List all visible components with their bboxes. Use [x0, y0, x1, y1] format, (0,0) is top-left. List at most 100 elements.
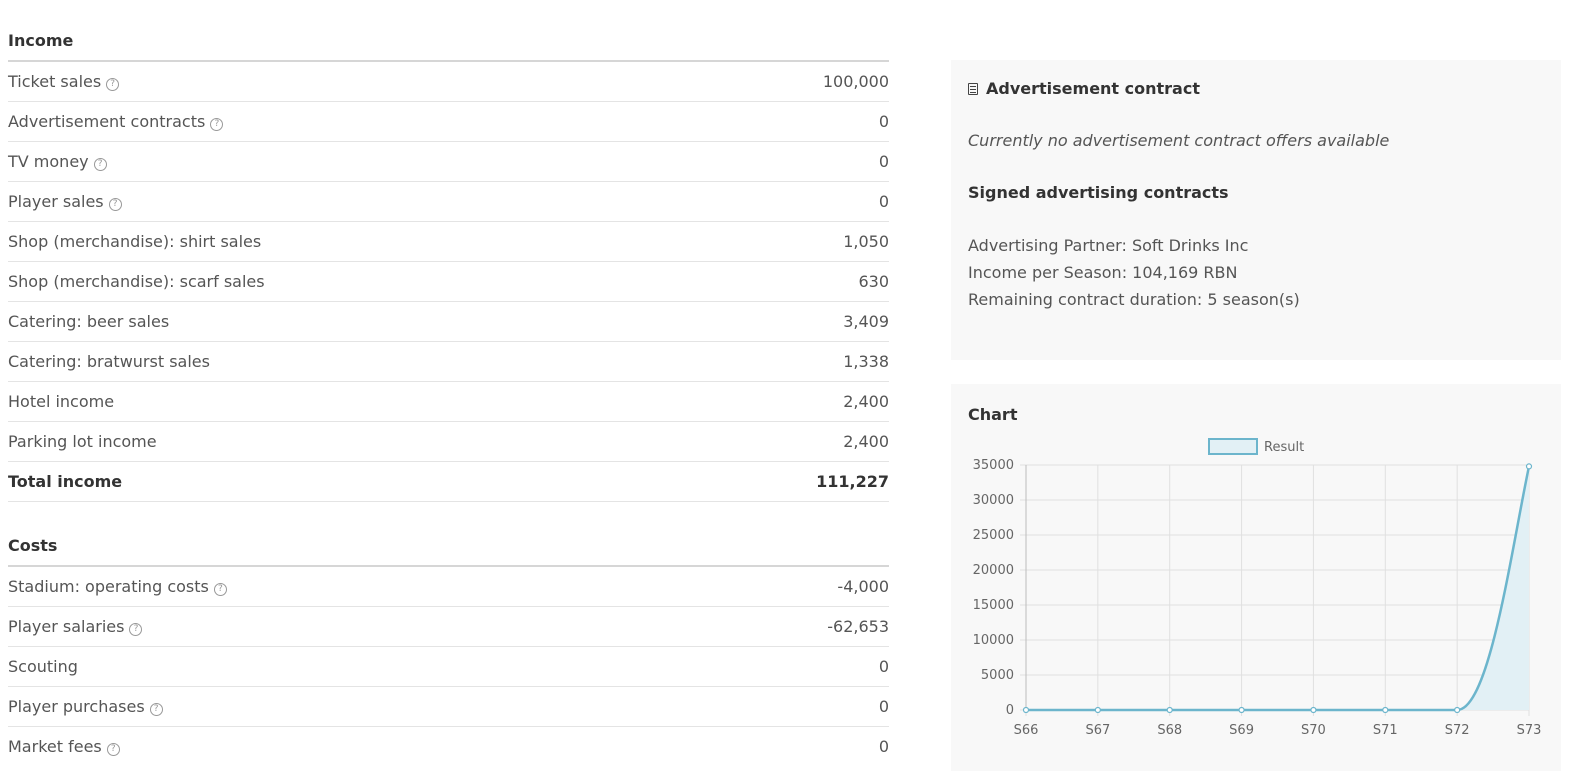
- data-point: [1094, 706, 1101, 714]
- row-label: Hotel income: [8, 392, 115, 411]
- x-tick-label: S70: [1301, 723, 1326, 738]
- advertisement-panel-header: Advertisement contract: [968, 60, 1544, 98]
- chart-panel-title: Chart: [968, 405, 1018, 424]
- income-per-season: Income per Season: 104,169 RBN: [968, 263, 1238, 282]
- row-value: 1,338: [694, 341, 889, 382]
- table-row: TV money? 0: [8, 141, 889, 182]
- row-value: 0: [694, 141, 889, 182]
- row-value: 1,050: [694, 221, 889, 262]
- total-value: 111,227: [694, 461, 889, 502]
- no-offers-message: Currently no advertisement contract offe…: [968, 131, 1390, 150]
- remaining-duration: Remaining contract duration: 5 season(s): [968, 290, 1300, 309]
- question-circle-icon[interactable]: ?: [213, 583, 227, 596]
- table-row: Catering: bratwurst sales 1,338: [8, 341, 889, 382]
- costs-section-title: Costs: [8, 536, 58, 555]
- table-row: Hotel income 2,400: [8, 381, 889, 422]
- data-point: [1382, 706, 1389, 714]
- question-circle-icon[interactable]: ?: [108, 198, 122, 211]
- x-tick-label: S66: [1014, 723, 1039, 738]
- result-chart[interactable]: 0 5000 10000 15000 20000 25000 30000 35000 S66 S6…: [951, 428, 1561, 768]
- y-tick-label: 20000: [973, 563, 1014, 578]
- row-label: Market fees: [8, 737, 102, 756]
- y-tick-label: 25000: [973, 528, 1014, 543]
- row-value: 0: [694, 101, 889, 142]
- row-label-cell: Shop (merchandise): shirt sales: [8, 221, 695, 262]
- row-label-cell: Player purchases?: [8, 686, 696, 727]
- row-value: -62,653: [695, 606, 889, 647]
- row-label: Catering: bratwurst sales: [8, 352, 210, 371]
- question-circle-icon[interactable]: ?: [210, 118, 224, 131]
- row-label: Player purchases: [8, 697, 145, 716]
- table-row: Player sales? 0: [8, 181, 889, 222]
- y-tick-label: 5000: [981, 668, 1014, 683]
- series-area: [1026, 466, 1529, 710]
- x-tick-label: S67: [1085, 723, 1110, 738]
- table-row: Player purchases? 0: [8, 686, 889, 727]
- y-tick-label: 10000: [973, 633, 1014, 648]
- total-row: Total income 111,227: [8, 461, 889, 502]
- question-circle-icon[interactable]: ?: [149, 703, 163, 716]
- y-tick-label: 0: [1006, 703, 1014, 718]
- table-row: Scouting 0: [8, 646, 889, 687]
- row-label: TV money: [8, 152, 89, 171]
- row-label-cell: Parking lot income: [8, 421, 695, 462]
- income-table: Ticket sales? 100,000 Advertisement contra…: [8, 60, 889, 502]
- row-value: 100,000: [694, 60, 889, 102]
- row-label-cell: TV money?: [8, 141, 695, 182]
- row-label-cell: Catering: beer sales: [8, 301, 695, 342]
- question-circle-icon[interactable]: ?: [106, 78, 120, 91]
- data-point: [1454, 706, 1461, 714]
- question-circle-icon[interactable]: ?: [129, 623, 143, 636]
- advertisement-panel-title: Advertisement contract: [986, 79, 1200, 98]
- row-label: Scouting: [8, 657, 78, 676]
- row-value: 2,400: [694, 421, 889, 462]
- chart-panel: Chart 0 5000 10000 15000 20000 25000 30000 3500…: [951, 384, 1561, 771]
- row-label-cell: Shop (merchandise): scarf sales: [8, 261, 695, 302]
- row-value: 0: [694, 181, 889, 222]
- row-label-cell: Player salaries?: [8, 606, 696, 647]
- total-label: Total income: [8, 461, 695, 502]
- row-label-cell: Market fees?: [8, 726, 696, 766]
- question-circle-icon[interactable]: ?: [93, 158, 107, 171]
- row-value: 3,409: [694, 301, 889, 342]
- contract-details: Advertising Partner: Soft Drinks Inc Inc…: [968, 232, 1544, 313]
- costs-table: Stadium: operating costs? -4,000 Player sa…: [8, 565, 889, 766]
- table-row: Advertisement contracts? 0: [8, 101, 889, 142]
- table-row: Stadium: operating costs? -4,000: [8, 565, 889, 607]
- table-row: Parking lot income 2,400: [8, 421, 889, 462]
- row-label-cell: Hotel income: [8, 381, 695, 422]
- table-row: Catering: beer sales 3,409: [8, 301, 889, 342]
- y-tick-label: 15000: [973, 598, 1014, 613]
- signed-contracts-title: Signed advertising contracts: [968, 183, 1229, 202]
- x-tick-label: S71: [1373, 723, 1398, 738]
- row-label: Parking lot income: [8, 432, 157, 451]
- row-label: Ticket sales: [8, 72, 102, 91]
- table-row: Market fees? 0: [8, 726, 889, 766]
- series-line: [1026, 466, 1531, 712]
- legend-swatch: [1208, 438, 1258, 455]
- y-tick-label: 35000: [973, 458, 1014, 473]
- advertising-partner: Advertising Partner: Soft Drinks Inc: [968, 236, 1249, 255]
- row-value: 0: [695, 686, 889, 727]
- row-value: 2,400: [694, 381, 889, 422]
- row-label: Player salaries: [8, 617, 125, 636]
- row-value: 0: [695, 726, 889, 766]
- table-row: Ticket sales? 100,000: [8, 60, 889, 102]
- data-point: [1310, 706, 1317, 714]
- row-label: Advertisement contracts: [8, 112, 206, 131]
- row-value: -4,000: [695, 565, 889, 607]
- finance-overview: Income Ticket sales? 100,000 Advertisement…: [8, 0, 889, 766]
- table-row: Shop (merchandise): scarf sales 630: [8, 261, 889, 302]
- question-circle-icon[interactable]: ?: [106, 743, 120, 756]
- x-tick-label: S68: [1157, 723, 1182, 738]
- data-point: [1525, 463, 1533, 470]
- row-value: 0: [695, 646, 889, 687]
- row-label-cell: Player sales?: [8, 181, 695, 222]
- row-label: Shop (merchandise): scarf sales: [8, 272, 265, 291]
- row-label: Catering: beer sales: [8, 312, 170, 331]
- row-label-cell: Ticket sales?: [8, 60, 695, 102]
- row-label-cell: Scouting: [8, 646, 696, 687]
- legend-label: Result: [1264, 440, 1304, 455]
- row-label-cell: Stadium: operating costs?: [8, 565, 696, 607]
- row-label: Shop (merchandise): shirt sales: [8, 232, 262, 251]
